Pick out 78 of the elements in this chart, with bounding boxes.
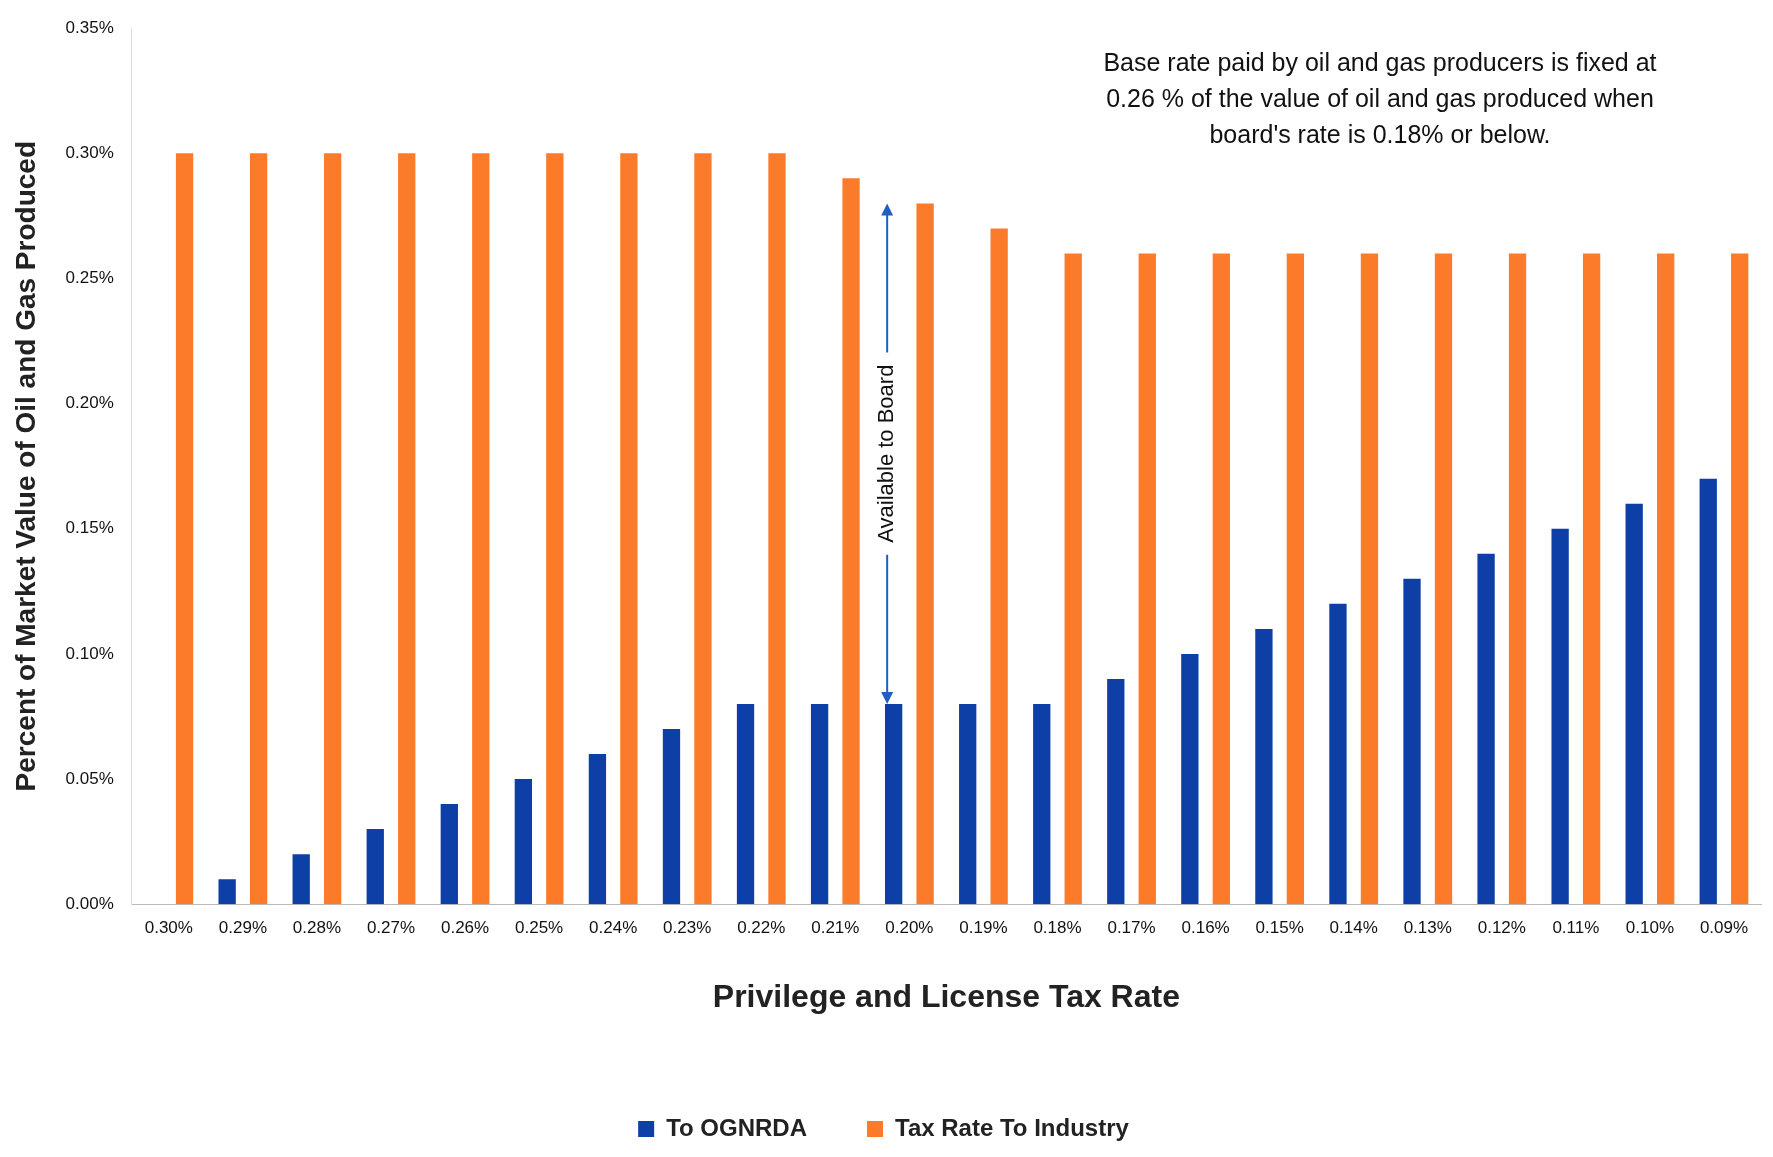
bar [810, 703, 829, 905]
annotation: Available to Board [873, 364, 899, 543]
bar [694, 153, 712, 905]
x-tick-label: 0.30% [144, 918, 193, 938]
x-tick-label: 0.10% [1625, 918, 1675, 938]
bar [546, 153, 564, 905]
bar [1508, 253, 1527, 905]
x-tick-label: 0.22% [737, 918, 786, 938]
x-tick-label: 0.24% [589, 918, 638, 938]
x-axis-title: Privilege and License Tax Rate [712, 977, 1180, 1014]
x-tick-label: 0.26% [440, 918, 490, 938]
bar [1582, 253, 1601, 905]
x-tick-label: 0.25% [515, 918, 564, 938]
y-tick-label: 0.15% [65, 518, 114, 538]
bar [366, 829, 384, 905]
bar [662, 729, 681, 905]
bar [1699, 478, 1717, 905]
bar [842, 178, 860, 905]
bar [768, 153, 786, 905]
x-tick-label: 0.14% [1329, 918, 1378, 938]
x-tick-label: 0.23% [663, 918, 712, 938]
bar [1477, 553, 1495, 905]
y-tick-label: 0.05% [65, 768, 114, 788]
x-tick-label: 0.09% [1699, 918, 1749, 938]
bar [1286, 253, 1305, 905]
bar [736, 703, 755, 905]
bar [1138, 253, 1156, 905]
bar [1107, 678, 1125, 905]
bar [620, 153, 638, 905]
x-tick-label: 0.27% [366, 918, 416, 938]
bar [1551, 528, 1569, 905]
bar [472, 153, 490, 905]
legend-label: To OGNRDA [666, 1113, 808, 1141]
bar [175, 153, 194, 905]
legend-label: Tax Rate To Industry [895, 1113, 1130, 1141]
bar [249, 153, 268, 905]
bar [959, 703, 977, 905]
y-tick-label: 0.30% [65, 143, 114, 163]
bar [1329, 603, 1347, 905]
bar [514, 779, 533, 905]
y-tick-label: 0.35% [65, 17, 114, 37]
bar [1434, 253, 1453, 905]
x-tick-label: 0.12% [1477, 918, 1526, 938]
y-tick-label: 0.10% [65, 643, 114, 663]
bar [218, 879, 236, 905]
bar [324, 153, 342, 905]
x-tick-label: 0.15% [1255, 918, 1304, 938]
bar [916, 203, 934, 905]
bar [1403, 578, 1421, 905]
x-tick-label: 0.16% [1181, 918, 1230, 938]
bar [1181, 653, 1199, 905]
x-tick-label: 0.21% [811, 918, 860, 938]
bar [1255, 628, 1273, 905]
bar [588, 754, 607, 905]
annotation: Base rate paid by oil and gas producers is fixed at 0.26 % of the value of oil and gas produced when board's rate is 0.18% or below. [1102, 47, 1658, 150]
bar [1033, 703, 1051, 905]
bar [440, 804, 458, 905]
bar [398, 153, 416, 905]
bar [1657, 253, 1675, 905]
x-tick-label: 0.18% [1033, 918, 1082, 938]
x-tick-label: 0.28% [292, 918, 342, 938]
bar [292, 854, 310, 905]
bar [1625, 503, 1643, 905]
y-tick-label: 0.25% [65, 268, 114, 288]
y-axis-title: Percent of Market Value of Oil and Gas Produced [9, 141, 41, 792]
bar [1360, 253, 1379, 905]
x-tick-label: 0.17% [1107, 918, 1156, 938]
bar [1212, 253, 1230, 905]
x-tick-label: 0.29% [218, 918, 267, 938]
bar [990, 228, 1008, 905]
x-tick-label: 0.13% [1403, 918, 1452, 938]
x-tick-label: 0.20% [885, 918, 934, 938]
bar [1064, 253, 1082, 905]
y-tick-label: 0.00% [65, 893, 114, 913]
x-tick-label: 0.19% [959, 918, 1008, 938]
y-tick-label: 0.20% [65, 393, 114, 413]
x-tick-label: 0.11% [1552, 918, 1600, 938]
bar [1731, 253, 1749, 905]
